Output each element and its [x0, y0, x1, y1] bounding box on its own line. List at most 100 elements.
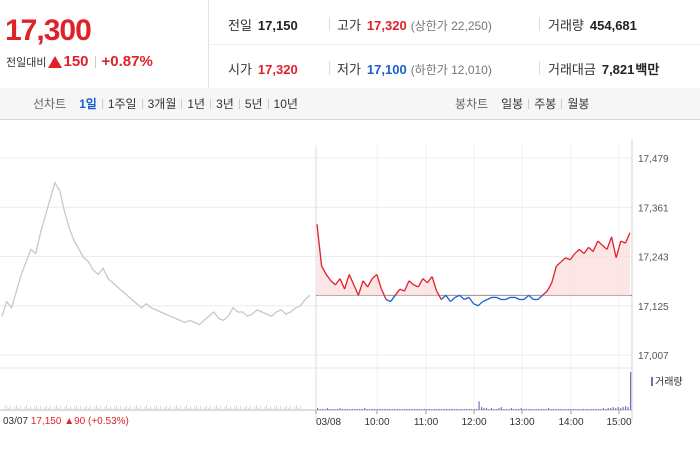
prev-volume-bar	[106, 405, 107, 410]
prev-volume-bar	[298, 408, 299, 410]
prev-volume-bar	[228, 408, 229, 410]
volume-bar	[359, 409, 361, 410]
volume-bar	[528, 409, 530, 410]
y-tick-label: 17,479	[638, 154, 669, 165]
volume-bar	[553, 409, 555, 410]
prev-volume-bar	[156, 405, 157, 410]
tab-daily[interactable]: 일봉	[501, 97, 524, 111]
tab-5y[interactable]: 5년	[244, 97, 263, 111]
prev-volume-bar	[284, 407, 285, 410]
line-chart-tabs: 선차트 1일 1주일 3개월 1년 3년 5년 10년	[33, 88, 303, 119]
prev-volume-bar	[260, 406, 261, 410]
price-segment-up	[592, 240, 599, 252]
price-segment-down	[482, 298, 488, 303]
change-abs: 150	[63, 53, 89, 70]
volume-bar	[582, 409, 584, 410]
price-segment-down	[468, 297, 475, 305]
volume-bar	[597, 409, 599, 410]
volume-bar	[595, 409, 597, 410]
divider	[94, 55, 96, 68]
x-tick-label: 03/08	[316, 417, 341, 428]
prev-volume-bar	[108, 408, 109, 410]
price-segment-up	[422, 278, 428, 284]
volume-bar	[443, 409, 445, 410]
prev-volume-bar	[234, 407, 235, 410]
prev-volume-bar	[214, 407, 215, 410]
stat-note: (하한가 12,010)	[410, 63, 492, 77]
price-segment-down	[487, 296, 493, 301]
prev-volume-bar	[34, 407, 35, 410]
prev-volume-bar	[220, 406, 221, 410]
price-segment-down	[454, 294, 460, 298]
prev-volume-bar	[12, 409, 13, 410]
candle-chart-tabs: 봉차트 일봉 주봉 월봉	[455, 88, 594, 119]
divider	[329, 17, 330, 31]
price-segment-up	[601, 244, 608, 250]
volume-bar	[384, 409, 386, 410]
stat-prev-close: 전일 17,150	[228, 15, 298, 34]
prev-volume-bar	[244, 407, 245, 410]
prev-volume-bar	[44, 407, 45, 410]
volume-bar	[334, 409, 336, 410]
tab-3y[interactable]: 3년	[216, 97, 234, 111]
change-pct: +0.87%	[101, 53, 153, 70]
prev-volume-bar	[54, 407, 55, 410]
prev-volume-bar	[250, 406, 251, 410]
prev-volume-bar	[94, 407, 95, 410]
prev-volume-bar	[274, 407, 275, 410]
prev-volume-bar	[154, 407, 155, 410]
volume-bar	[565, 409, 567, 410]
prev-volume-bar	[294, 407, 295, 410]
divider	[528, 98, 530, 109]
tab-weekly[interactable]: 주봉	[534, 97, 557, 111]
volume-bar	[354, 409, 356, 410]
volume-bar	[374, 409, 376, 410]
tab-1y[interactable]: 1년	[187, 97, 206, 111]
price-segment-up	[578, 248, 585, 255]
price-segment-down	[390, 294, 396, 302]
prev-volume-bar	[160, 406, 161, 410]
volume-bar	[538, 409, 540, 410]
divider	[267, 98, 269, 109]
price-segment-up	[348, 274, 355, 286]
tab-1d[interactable]: 1일	[79, 97, 97, 111]
price-segment-up	[565, 257, 571, 261]
prev-volume-bar	[184, 407, 185, 410]
prev-volume-bar	[58, 408, 59, 410]
current-price: 17,300	[5, 14, 92, 47]
price-segment-up	[606, 236, 613, 250]
price-segment-down	[528, 294, 534, 300]
stat-low: 저가 17,100 (하한가 12,010)	[337, 59, 492, 78]
prev-day-pct: (+0.53%)	[88, 416, 129, 427]
price-segment-up	[426, 276, 433, 284]
price-segment-up	[560, 257, 566, 263]
volume-bar	[488, 409, 490, 410]
volume-bar	[379, 409, 381, 410]
volume-bar	[473, 409, 475, 410]
volume-bar	[408, 409, 411, 410]
intraday-chart: 17,479 17,361 17,243 17,125 17,007 03/08 10:00…	[0, 120, 700, 450]
volume-bar	[505, 409, 507, 410]
price-segment-up	[569, 253, 576, 261]
price-segment-up	[376, 274, 383, 290]
tab-1w[interactable]: 1주일	[107, 97, 137, 111]
volume-bar	[495, 409, 498, 410]
price-segment-up	[394, 288, 401, 296]
volume-bar	[438, 409, 440, 410]
volume-bar	[416, 409, 418, 410]
prev-volume-bar	[52, 409, 53, 410]
price-segment-up	[362, 280, 369, 288]
price-segment-up	[588, 246, 594, 252]
volume-bar	[498, 408, 500, 410]
volume-bar	[399, 409, 401, 410]
tab-monthly[interactable]: 월봉	[567, 97, 590, 111]
prev-volume-bar	[56, 405, 57, 410]
prev-volume-bar	[6, 405, 7, 410]
prev-volume-bar	[242, 409, 243, 410]
tab-3m[interactable]: 3개월	[147, 97, 177, 111]
tab-10y[interactable]: 10년	[273, 97, 298, 111]
prev-volume-bar	[76, 405, 77, 410]
stat-label: 거래대금	[548, 62, 596, 77]
prev-volume-bar	[266, 405, 267, 410]
prev-volume-bar	[60, 406, 61, 410]
